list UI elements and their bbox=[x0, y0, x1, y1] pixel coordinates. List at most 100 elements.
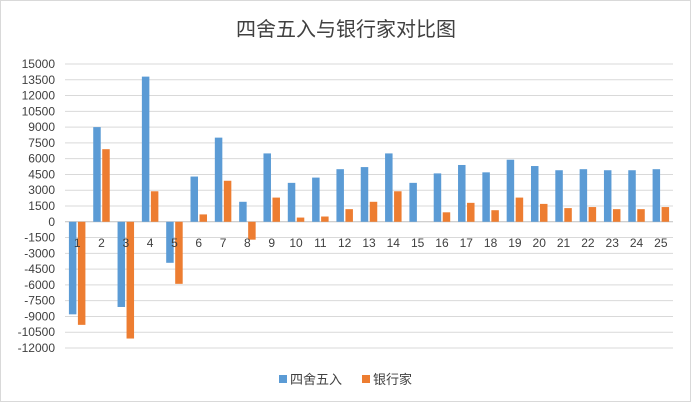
y-tick-label: 4500 bbox=[28, 167, 55, 181]
x-tick-label: 5 bbox=[171, 236, 178, 250]
x-tick-label: 24 bbox=[630, 236, 644, 250]
bar-series-2 bbox=[175, 221, 183, 284]
x-tick-label: 19 bbox=[508, 236, 522, 250]
bar-series-2 bbox=[467, 202, 475, 222]
bar-series-1 bbox=[385, 153, 393, 222]
legend-swatch bbox=[362, 375, 370, 383]
bar-series-2 bbox=[442, 212, 451, 222]
bar-series-1 bbox=[530, 166, 539, 222]
x-tick-label: 15 bbox=[411, 236, 425, 250]
bar-series-1 bbox=[360, 167, 369, 222]
x-tick-label: 6 bbox=[195, 236, 202, 250]
bar-series-1 bbox=[214, 137, 223, 222]
bar-series-2 bbox=[272, 197, 280, 222]
y-tick-label: 1500 bbox=[28, 199, 55, 213]
x-tick-label: 17 bbox=[460, 236, 474, 250]
bar-series-1 bbox=[93, 127, 101, 222]
x-tick-label: 9 bbox=[268, 236, 275, 250]
bar-series-2 bbox=[126, 221, 135, 339]
x-tick-label: 2 bbox=[98, 236, 105, 250]
y-tick-label: -10500 bbox=[18, 325, 56, 339]
x-tick-label: 25 bbox=[654, 236, 668, 250]
x-tick-label: 10 bbox=[289, 236, 303, 250]
bar-series-1 bbox=[239, 201, 247, 222]
bar-series-2 bbox=[321, 216, 329, 222]
bar-series-2 bbox=[369, 201, 378, 222]
y-tick-label: 10500 bbox=[22, 104, 56, 118]
bar-series-1 bbox=[458, 164, 466, 222]
y-tick-label: 3000 bbox=[28, 183, 55, 197]
bar-series-1 bbox=[263, 153, 271, 222]
y-tick-label: -6000 bbox=[24, 278, 55, 292]
y-tick-label: -9000 bbox=[24, 309, 55, 323]
bar-series-1 bbox=[312, 177, 320, 222]
bar-series-1 bbox=[117, 221, 126, 307]
bar-series-1 bbox=[506, 159, 515, 222]
y-tick-label: 13500 bbox=[22, 73, 56, 87]
x-tick-label: 7 bbox=[220, 236, 227, 250]
bar-series-1 bbox=[579, 169, 588, 222]
y-tick-label: 6000 bbox=[28, 152, 55, 166]
bar-series-2 bbox=[612, 209, 621, 222]
y-tick-label: 12000 bbox=[22, 89, 56, 103]
y-tick-label: -1500 bbox=[24, 231, 55, 245]
bar-series-2 bbox=[223, 180, 232, 222]
bars bbox=[68, 76, 670, 339]
bar-series-1 bbox=[68, 221, 77, 315]
x-tick-label: 20 bbox=[533, 236, 547, 250]
y-tick-label: -7500 bbox=[24, 294, 55, 308]
bar-series-1 bbox=[166, 221, 174, 263]
bar-series-1 bbox=[652, 169, 661, 222]
bar-series-1 bbox=[409, 182, 417, 222]
bar-series-1 bbox=[433, 173, 442, 222]
y-tick-label: 15000 bbox=[22, 57, 56, 71]
bar-series-1 bbox=[555, 170, 563, 222]
bar-series-2 bbox=[637, 209, 645, 222]
bar-series-1 bbox=[287, 182, 296, 222]
bar-series-2 bbox=[199, 214, 208, 222]
bar-series-2 bbox=[539, 203, 548, 222]
bar-series-2 bbox=[150, 191, 159, 222]
y-axis-tick-labels: 1500013500120001050090007500600045003000… bbox=[18, 57, 56, 355]
x-tick-label: 11 bbox=[314, 236, 327, 250]
x-tick-label: 21 bbox=[557, 236, 571, 250]
bar-series-1 bbox=[482, 172, 490, 222]
x-tick-label: 12 bbox=[338, 236, 352, 250]
bar-series-2 bbox=[491, 210, 499, 222]
chart-title: 四舍五入与银行家对比图 bbox=[236, 17, 456, 41]
bar-series-1 bbox=[603, 170, 612, 222]
bar-series-2 bbox=[661, 207, 670, 222]
legend-swatch bbox=[279, 375, 287, 383]
y-tick-label: 7500 bbox=[28, 136, 55, 150]
y-tick-label: -4500 bbox=[24, 262, 55, 276]
legend: 四舍五入 银行家 bbox=[279, 372, 412, 388]
bar-series-2 bbox=[296, 217, 305, 222]
x-tick-label: 16 bbox=[435, 236, 449, 250]
y-tick-label: 0 bbox=[48, 215, 55, 229]
x-tick-label: 1 bbox=[74, 236, 81, 250]
x-tick-label: 14 bbox=[387, 236, 401, 250]
bar-series-1 bbox=[336, 169, 344, 222]
x-tick-label: 4 bbox=[147, 236, 154, 250]
x-axis-tick-labels: 1 2 3 4 5 6 7 8 9 10 11 12 13 14 15 16 17 18 19 20 21 22 23 24 2… bbox=[74, 236, 668, 250]
y-tick-label: -12000 bbox=[18, 341, 56, 355]
legend-label: 四舍五入 bbox=[290, 373, 342, 388]
x-tick-label: 3 bbox=[122, 236, 129, 250]
bar-series-1 bbox=[628, 170, 636, 222]
x-tick-label: 23 bbox=[606, 236, 620, 250]
x-tick-label: 22 bbox=[581, 236, 595, 250]
bar-series-2 bbox=[102, 149, 110, 222]
y-tick-label: 9000 bbox=[28, 120, 55, 134]
bar-series-1 bbox=[190, 176, 199, 222]
bar-series-2 bbox=[394, 191, 402, 222]
y-tick-label: -3000 bbox=[24, 246, 55, 260]
bar-series-2 bbox=[588, 207, 597, 222]
bar-series-2 bbox=[515, 197, 524, 222]
bar-series-2 bbox=[248, 221, 256, 240]
x-tick-label: 8 bbox=[244, 236, 251, 250]
bar-series-2 bbox=[77, 221, 86, 325]
x-tick-label: 13 bbox=[362, 236, 376, 250]
legend-label: 银行家 bbox=[373, 372, 412, 388]
